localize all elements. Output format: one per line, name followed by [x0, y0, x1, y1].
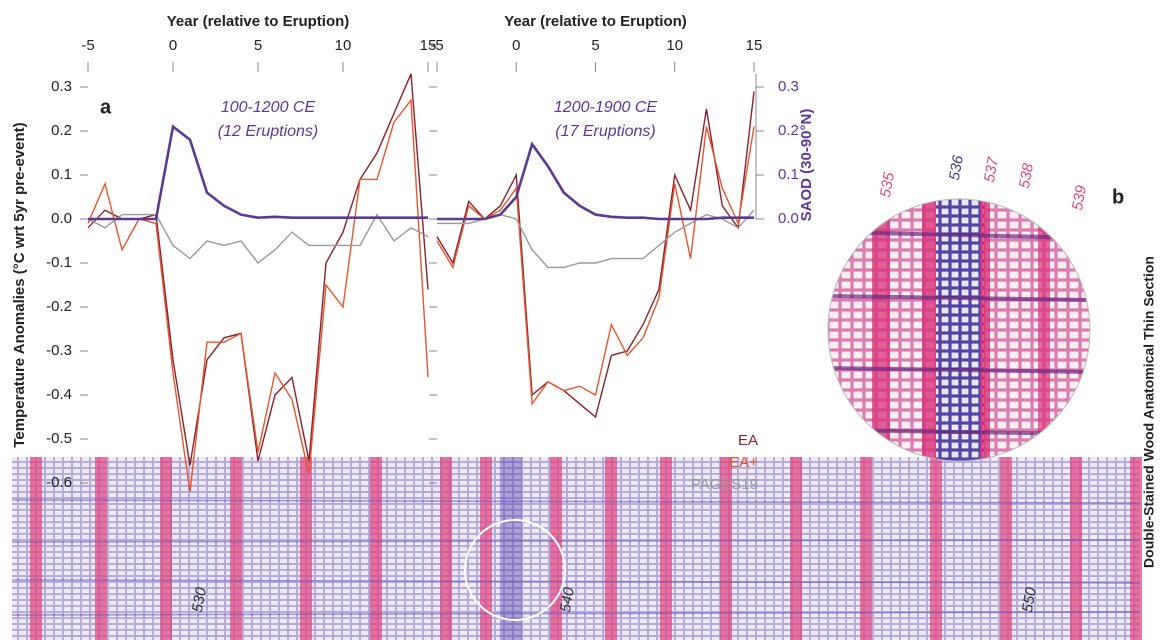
y-axis-title: Temperature Anomalies (°C wrt 5yr pre-ev… — [11, 122, 28, 447]
y-tick-label: -0.4 — [46, 386, 72, 403]
ring-band — [30, 457, 42, 640]
annotation: (17 Eruptions) — [555, 123, 656, 140]
x-axis-title: Year (relative to Eruption) — [167, 13, 350, 30]
y2-tick-label: 0.0 — [778, 210, 799, 227]
y-tick-label: 0.0 — [51, 210, 72, 227]
ring-year-label: 536 — [946, 153, 967, 181]
series-line — [87, 98, 429, 492]
legend-entry: PAGES19 — [691, 476, 758, 493]
x-axis-title: Year (relative to Eruption) — [504, 13, 687, 30]
section-title: Double-Stained Wood Anatomical Thin Sect… — [1141, 256, 1157, 568]
x-tick-label: 0 — [169, 37, 177, 54]
long-section-image — [11, 457, 1142, 640]
y-tick-label: -0.5 — [46, 430, 72, 447]
ring-band — [605, 457, 617, 640]
ring-band — [720, 457, 732, 640]
saod-line — [88, 124, 428, 221]
ring-band — [300, 457, 312, 640]
y2-tick-label: 0.3 — [778, 78, 799, 95]
ring-year-label: 537 — [981, 155, 1002, 183]
x-tick-label: 5 — [591, 37, 599, 54]
ring-band — [660, 457, 672, 640]
y-tick-label: -0.2 — [46, 298, 72, 315]
panel-label: b — [1112, 186, 1124, 208]
y-tick-label: 0.1 — [51, 166, 72, 183]
y-tick-label: -0.1 — [46, 254, 72, 271]
y-tick-label: -0.6 — [46, 474, 72, 491]
ring-band — [230, 457, 242, 640]
x-tick-label: 10 — [666, 37, 683, 54]
x-tick-label: 15 — [420, 37, 437, 54]
ring-band — [160, 457, 172, 640]
x-tick-label: 0 — [512, 37, 520, 54]
y-tick-label: 0.3 — [51, 78, 72, 95]
ring-band — [95, 457, 107, 640]
annotation: 100-1200 CE — [221, 99, 316, 116]
annotation: 1200-1900 CE — [554, 99, 658, 116]
legend-entry: EA — [738, 432, 758, 449]
ring-year-label: 535 — [877, 170, 898, 198]
thin-section-image — [828, 199, 1090, 461]
ring-band — [370, 457, 382, 640]
saod-line — [437, 141, 754, 221]
legend-entry: EA+ — [729, 454, 758, 471]
series-line — [87, 213, 429, 264]
panel-label: a — [100, 96, 112, 118]
series-line — [436, 126, 755, 406]
ring-year-label: 538 — [1016, 161, 1037, 189]
ring-year-label: 539 — [1069, 183, 1090, 211]
y-tick-label: 0.2 — [51, 122, 72, 139]
y2-axis-title: SAOD (30-90°N) — [798, 109, 815, 222]
thin-section-outline — [827, 198, 1091, 462]
series-line — [87, 73, 429, 466]
ring-year-label: 530 — [189, 585, 210, 613]
y2-tick-label: 0.2 — [778, 122, 799, 139]
x-tick-label: -5 — [81, 37, 94, 54]
ring-year-label: 550 — [1019, 585, 1040, 613]
ring-band — [480, 457, 492, 640]
x-tick-label: 10 — [335, 37, 352, 54]
x-tick-label: 5 — [254, 37, 262, 54]
ring-band — [440, 457, 452, 640]
y2-tick-label: 0.1 — [778, 166, 799, 183]
y-tick-label: -0.3 — [46, 342, 72, 359]
series-line — [436, 91, 755, 419]
annotation: (12 Eruptions) — [218, 123, 319, 140]
x-tick-label: 15 — [746, 37, 763, 54]
x-tick-label: -5 — [430, 37, 443, 54]
ring-year-label: 540 — [557, 585, 578, 613]
